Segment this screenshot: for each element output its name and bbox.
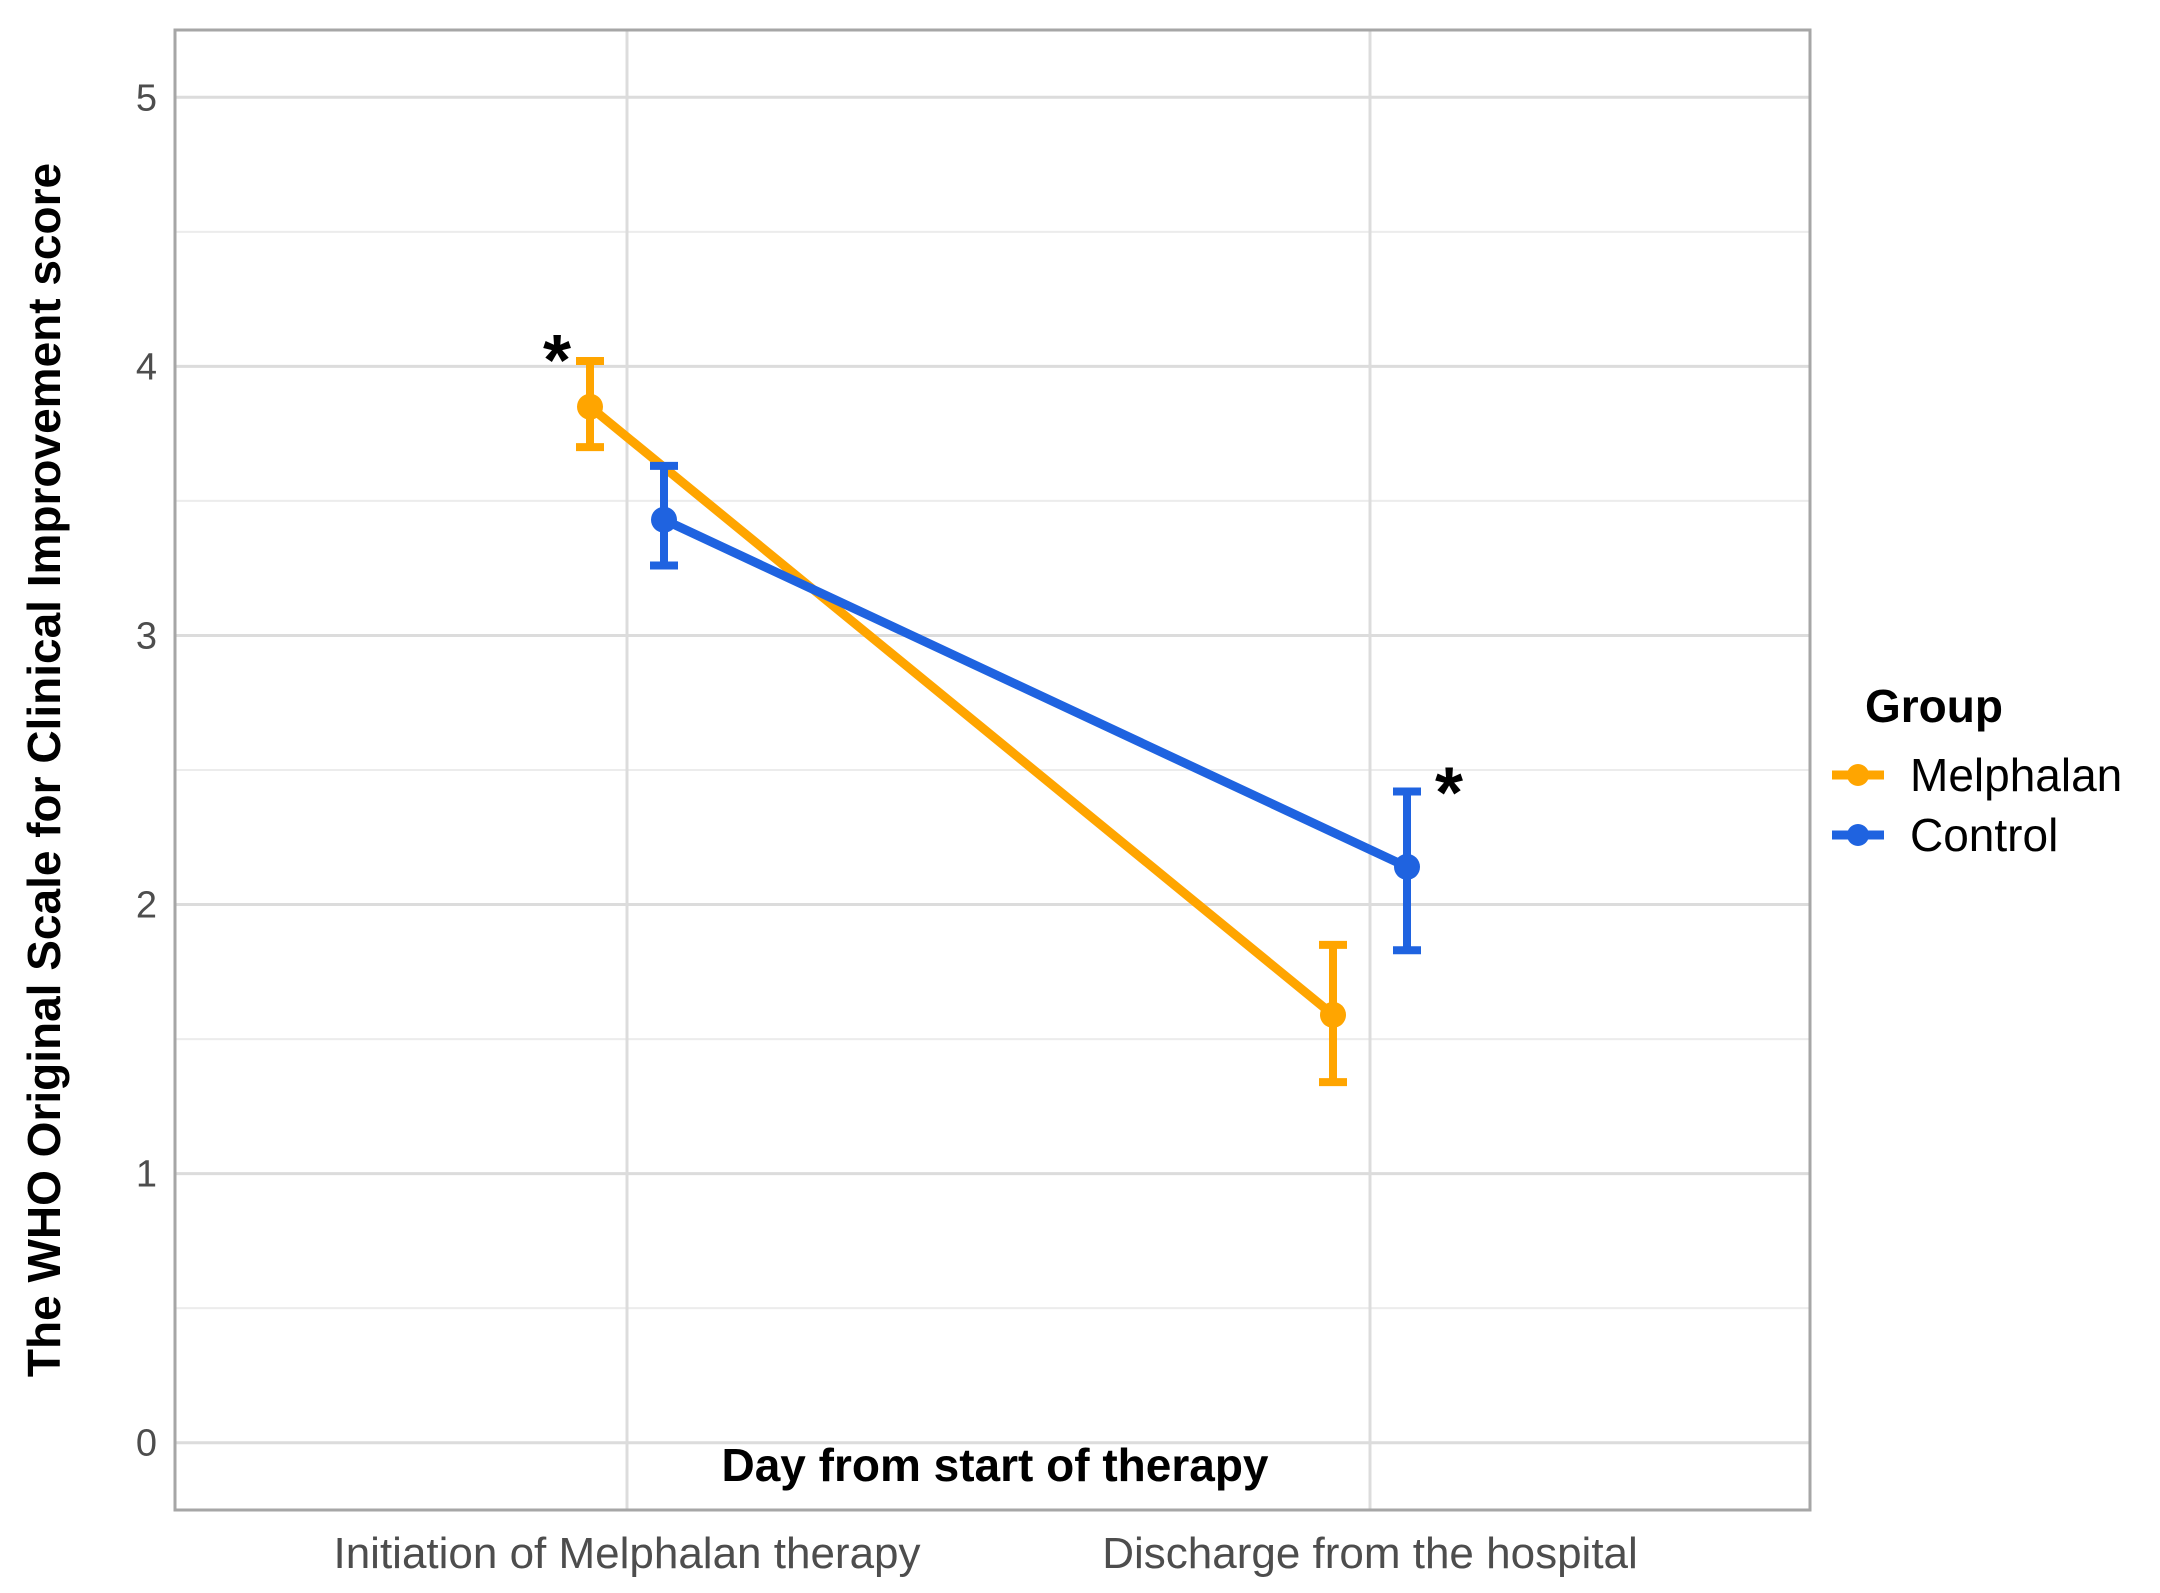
legend-item-control: Control	[1832, 809, 2058, 861]
x-tick-label-0: Initiation of Melphalan therapy	[333, 1529, 920, 1578]
y-tick-label-4: 4	[136, 346, 157, 388]
panel-border	[173, 28, 1812, 1512]
data-point-melphalan-1	[1320, 1001, 1346, 1028]
y-tick-label-2: 2	[136, 885, 157, 927]
series-layer	[576, 356, 1421, 1087]
legend-label-control: Control	[1910, 809, 2058, 861]
legend-title: Group	[1865, 680, 2003, 732]
y-tick-labels: 0 1 2 3 4 5	[136, 77, 157, 1464]
y-tick-label-5: 5	[136, 77, 157, 119]
x-tick-label-1: Discharge from the hospital	[1102, 1529, 1638, 1578]
y-tick-label-0: 0	[136, 1423, 157, 1465]
x-axis-title: Day from start of therapy	[721, 1439, 1268, 1491]
legend-key-point-control	[1847, 824, 1869, 846]
y-tick-label-3: 3	[136, 615, 157, 657]
legend-label-melphalan: Melphalan	[1910, 749, 2122, 801]
significance-star-1: *	[1435, 754, 1463, 834]
series-melphalan	[576, 356, 1347, 1087]
grid-lines	[175, 30, 1810, 1510]
x-tick-labels: Initiation of Melphalan therapy Discharge…	[333, 1529, 1637, 1578]
legend: Group Melphalan Control	[1832, 680, 2122, 861]
legend-items: Melphalan Control	[1832, 749, 2122, 861]
data-point-control-1	[1394, 853, 1420, 880]
data-point-melphalan-0	[577, 393, 603, 420]
series-line-control	[659, 515, 1412, 872]
series-line-melphalan	[585, 402, 1338, 1020]
significance-star-0: *	[543, 321, 571, 401]
annotations: **	[543, 321, 1463, 834]
y-tick-label-1: 1	[136, 1154, 157, 1196]
data-point-control-0	[651, 506, 677, 533]
y-axis-title: The WHO Original Scale for Clinical Impr…	[18, 163, 70, 1377]
legend-item-melphalan: Melphalan	[1832, 749, 2122, 801]
series-control	[650, 461, 1421, 955]
legend-key-point-melphalan	[1847, 764, 1869, 786]
